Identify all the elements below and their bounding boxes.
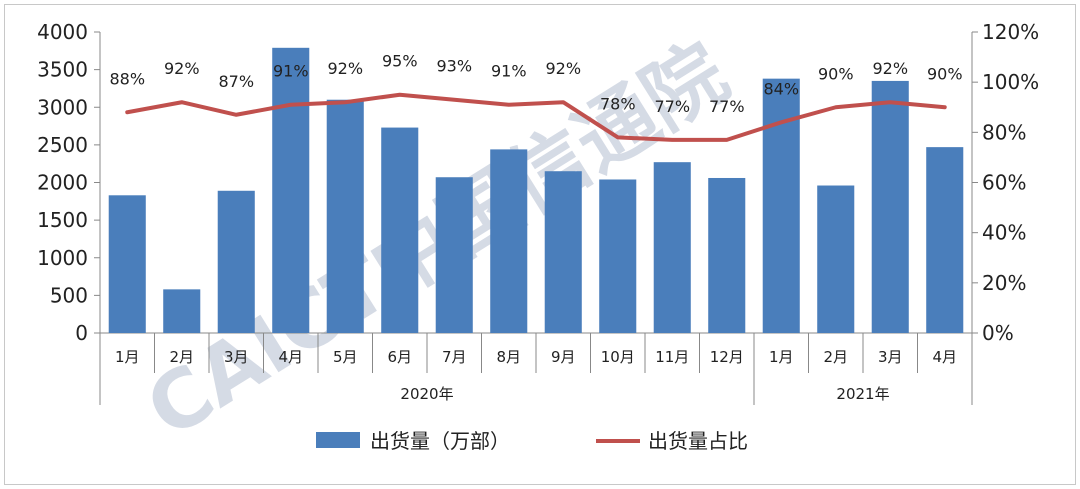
bar [163,289,201,333]
data-label: 91% [273,62,309,81]
data-label: 77% [654,97,690,116]
right-tick-label: 80% [982,120,1026,144]
data-label: 93% [436,57,472,76]
bar [926,147,964,333]
x-category-label: 8月 [496,348,521,366]
bar [871,80,909,333]
x-category-label: 11月 [655,348,689,366]
line-series [125,92,947,142]
left-tick-label: 3000 [37,95,88,119]
x-year-label: 2021年 [836,385,889,403]
data-label: 90% [927,64,963,83]
x-category-label: 2月 [169,348,194,366]
bar [653,162,691,333]
chart-frame [4,4,1076,485]
x-category-label: 7月 [442,348,467,366]
right-tick-label: 40% [982,221,1026,245]
line-series-path [125,92,947,142]
data-label: 91% [491,62,527,81]
x-category-label: 6月 [387,348,412,366]
left-tick-label: 0 [75,321,88,345]
bar [272,47,310,334]
right-tick-label: 120% [982,20,1039,44]
bar-series [108,47,964,334]
legend-label-bar: 出货量（万部） [370,429,510,453]
bar [599,179,637,333]
x-category-label: 4月 [932,348,957,366]
bar [817,185,855,333]
bar [108,195,146,333]
left-tick-label: 500 [50,283,88,307]
x-category-label: 4月 [278,348,303,366]
left-tick-label: 2500 [37,133,88,157]
data-label: 84% [763,79,799,98]
legend: 出货量（万部） 出货量占比 [316,429,748,453]
bar [708,177,746,333]
x-category-label: 10月 [601,348,635,366]
data-label: 95% [382,52,418,71]
bar [490,149,528,333]
data-labels: 88% 92% 87% 91% 92% 95% 93% 91% 92% 78% 77% 77% 84% 9… [109,52,962,116]
data-label: 78% [600,94,636,113]
left-tick-label: 1500 [37,208,88,232]
right-tick-label: 60% [982,171,1026,195]
data-label: 77% [709,97,745,116]
bar [544,171,582,333]
data-label: 92% [164,59,200,78]
left-tick-label: 1000 [37,246,88,270]
x-category-label: 3月 [224,348,249,366]
bar [326,99,364,333]
x-category-label: 1月 [115,348,140,366]
x-category-label: 3月 [878,348,903,366]
x-category-label: 5月 [333,348,358,366]
bar [217,190,255,333]
left-tick-label: 2000 [37,171,88,195]
data-label: 92% [872,59,908,78]
data-label: 88% [109,69,145,88]
data-label: 92% [327,59,363,78]
x-category-label: 9月 [551,348,576,366]
axes: 0 500 1000 1500 2000 2500 3000 3500 4000 0% 20% 40%… [37,20,1039,405]
legend-swatch-bar [316,432,360,448]
x-category-label: 1月 [769,348,794,366]
bar [381,127,419,333]
data-label: 90% [818,64,854,83]
data-label: 87% [218,72,254,91]
legend-label-line: 出货量占比 [648,429,748,453]
right-tick-label: 0% [982,321,1014,345]
x-year-label: 2020年 [400,385,453,403]
x-category-label: 2月 [823,348,848,366]
left-tick-label: 4000 [37,20,88,44]
x-category-label: 12月 [710,348,744,366]
right-tick-label: 20% [982,271,1026,295]
left-tick-label: 3500 [37,58,88,82]
data-label: 92% [545,59,581,78]
bar [435,177,473,333]
right-tick-label: 100% [982,70,1039,94]
